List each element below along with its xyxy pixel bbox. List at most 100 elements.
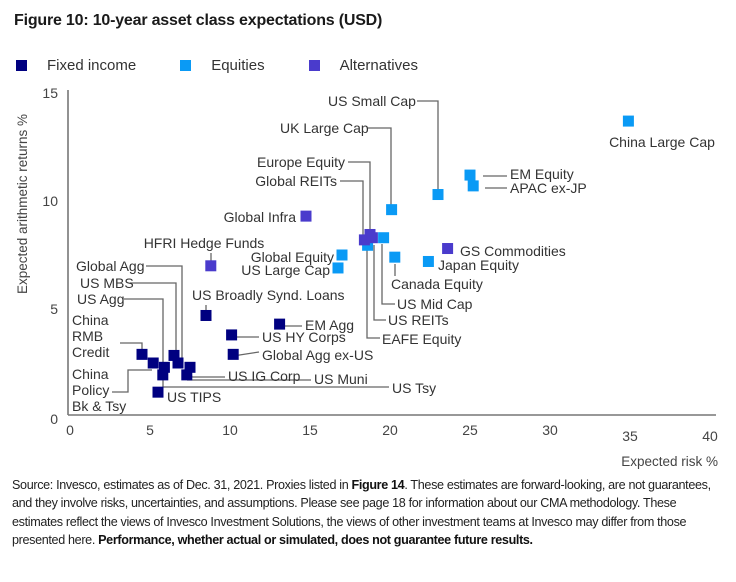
label-global-equity: Global Equity (251, 249, 334, 265)
point-us-hy-corps (226, 329, 238, 341)
label-us-mid-cap: US Mid Cap (397, 296, 473, 312)
label-global-agg: Global Agg (76, 258, 145, 274)
x-tick-label: 25 (462, 422, 478, 438)
legend-swatch-alternatives (308, 60, 320, 71)
leader-line-uk-large-cap (368, 127, 392, 206)
point-em-equity (464, 169, 476, 181)
y-tick-label: 5 (50, 301, 58, 317)
point-em-agg (274, 318, 286, 330)
point-us-small-cap (432, 189, 444, 201)
point-china-policy-bk-tsy (147, 357, 159, 369)
label-global-infra: Global Infra (224, 209, 297, 225)
legend-swatch-equities (180, 60, 192, 71)
footnote-figure-ref: Figure 14 (351, 478, 405, 492)
x-tick-label: 15 (302, 422, 318, 438)
x-tick-label: 5 (146, 422, 154, 438)
point-us-ig-corp (184, 361, 196, 373)
point-us-muni (181, 369, 193, 381)
leader-line-us-small-cap (417, 100, 439, 191)
point-canada-equity (389, 251, 401, 263)
point-us-tsy (157, 369, 169, 381)
label-us-tips: US TIPS (167, 389, 221, 405)
point-us-tips (152, 386, 164, 398)
label-europe-equity: Europe Equity (257, 154, 345, 170)
y-tick-label: 15 (42, 85, 58, 101)
leader-line-us-mbs (130, 282, 177, 356)
leader-line-us-mid-cap (381, 244, 395, 305)
label-apac-ex-jp: APAC ex-JP (510, 180, 587, 196)
y-tick-label: 10 (42, 193, 58, 209)
x-tick-label: 20 (382, 422, 398, 438)
legend-item-equities: Equities (180, 57, 265, 74)
axes: 0 5 10 15 20 25 30 35 40 0 5 10 15 Expected risk % Exp… (15, 85, 718, 469)
label-global-agg-ex-us: Global Agg ex-US (262, 347, 373, 363)
source-footnote: Source: Invesco, estimates as of Dec. 31… (12, 476, 728, 550)
legend-label-equities: Equities (211, 57, 265, 74)
leader-line-global-agg (146, 265, 183, 362)
label-hfri-hedge-funds: HFRI Hedge Funds (144, 235, 265, 251)
label-gs-commodities: GS Commodities (460, 243, 566, 259)
y-axis-title: Expected arithmetic returns % (15, 114, 30, 294)
point-hfri-hedge-funds (205, 260, 217, 272)
point-us-broadly-synd-loans (200, 309, 212, 321)
leader-line-us-agg (124, 298, 164, 368)
label-us-ig-corp: US IG Corp (228, 368, 301, 384)
scatter-chart: 0 5 10 15 20 25 30 35 40 0 5 10 15 Expected risk % Exp… (15, 85, 718, 469)
data-points (136, 115, 634, 398)
point-gs-commodities (442, 243, 454, 255)
legend-label-alternatives: Alternatives (339, 57, 418, 74)
point-global-agg-ex-us (227, 348, 239, 360)
leader-line-us-reits (373, 245, 386, 321)
legend-label-fixed-income: Fixed income (47, 57, 137, 74)
legend-swatch-fixed-income (16, 60, 27, 71)
leader-line-eafe-equity (366, 250, 380, 339)
leader-line-global-reits (340, 180, 364, 240)
label-us-small-cap: US Small Cap (328, 93, 416, 109)
point-global-agg (172, 357, 184, 369)
point-us-large-cap (332, 262, 344, 274)
point-us-mbs (168, 349, 180, 361)
point-us-reits (366, 232, 378, 244)
point-global-reits (358, 234, 370, 246)
x-tick-label: 35 (622, 428, 638, 444)
leader-line-china-policy-bk-tsy (112, 369, 152, 393)
label-global-reits: Global REITs (255, 173, 337, 189)
point-uk-large-cap (386, 204, 398, 216)
x-tick-label: 0 (66, 422, 74, 438)
footnote-disclaimer: Performance, whether actual or simulated… (98, 533, 533, 548)
label-us-broadly-synd-loans: US Broadly Synd. Loans (192, 287, 345, 303)
chart-legend: Fixed income Equities Alternatives (14, 57, 462, 74)
label-us-reits: US REITs (388, 312, 449, 328)
label-em-equity: EM Equity (510, 166, 574, 182)
label-us-large-cap: US Large Cap (241, 262, 330, 278)
label-eafe-equity: EAFE Equity (382, 331, 461, 347)
label-em-agg: EM Agg (305, 317, 354, 333)
label-us-tsy: US Tsy (392, 380, 436, 396)
label-us-hy-corps: US HY Corps (262, 329, 346, 345)
point-global-equity (336, 249, 348, 261)
x-tick-label: 40 (702, 428, 718, 444)
footnote-text-2: . These estimates are forward-looking, a… (12, 478, 711, 548)
point-china-large-cap (622, 115, 634, 127)
point-us-mid-cap (378, 232, 390, 244)
label-us-agg: US Agg (77, 291, 124, 307)
y-tick-label: 0 (50, 411, 58, 427)
chart-title: Figure 10: 10-year asset class expectati… (14, 12, 383, 29)
x-tick-label: 10 (222, 422, 238, 438)
leader-line-europe-equity (348, 161, 371, 232)
label-uk-large-cap: UK Large Cap (280, 120, 369, 136)
point-apac-ex-jp (467, 180, 479, 192)
point-japan-equity (422, 255, 434, 267)
footnote-text-1: Source: Invesco, estimates as of Dec. 31… (12, 478, 352, 492)
label-china-policy-bk-tsy: China Policy Bk & Tsy (72, 366, 126, 414)
point-us-agg (158, 361, 170, 373)
label-canada-equity: Canada Equity (391, 276, 483, 292)
legend-item-alternatives: Alternatives (308, 57, 418, 74)
label-us-muni: US Muni (314, 371, 368, 387)
x-axis-title: Expected risk % (621, 454, 718, 469)
label-us-mbs: US MBS (80, 275, 134, 291)
point-china-rmb-credit (136, 348, 148, 360)
label-japan-equity: Japan Equity (438, 257, 519, 273)
point-global-infra (300, 210, 312, 222)
